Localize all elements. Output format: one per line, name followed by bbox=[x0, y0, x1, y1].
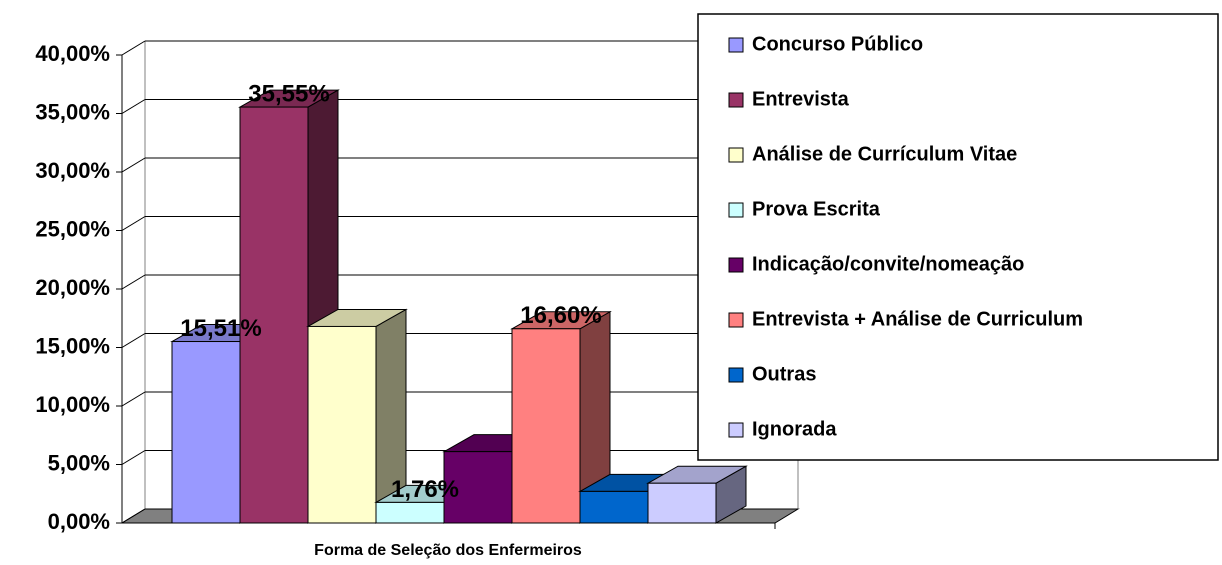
y-tick-label: 35,00% bbox=[35, 99, 110, 124]
legend-label: Concurso Público bbox=[752, 33, 923, 55]
legend-swatch bbox=[728, 92, 744, 108]
y-tick-label: 5,00% bbox=[48, 450, 110, 475]
grid-diagonal bbox=[121, 157, 146, 173]
data-label: 35,55% bbox=[248, 80, 329, 107]
bar bbox=[511, 328, 581, 524]
legend-swatch bbox=[728, 147, 744, 163]
legend-box bbox=[697, 13, 1219, 461]
bar bbox=[171, 341, 241, 524]
legend-swatch bbox=[728, 367, 744, 383]
data-label: 1,76% bbox=[391, 476, 459, 503]
legend-label: Entrevista + Análise de Curriculum bbox=[752, 308, 1083, 330]
legend-label: Prova Escrita bbox=[752, 198, 881, 220]
bar bbox=[647, 482, 717, 524]
grid-diagonal bbox=[121, 391, 146, 407]
legend-label: Indicação/convite/nomeação bbox=[752, 253, 1024, 275]
legend-swatch bbox=[728, 422, 744, 438]
y-tick-label: 10,00% bbox=[35, 392, 110, 417]
x-category-label: Forma de Seleção dos Enfermeiros bbox=[314, 542, 582, 559]
bar bbox=[307, 325, 377, 524]
bar bbox=[579, 490, 649, 524]
grid-diagonal bbox=[121, 274, 146, 290]
grid-diagonal bbox=[121, 450, 146, 465]
bar bbox=[375, 501, 445, 524]
legend-label: Análise de Currículum Vitae bbox=[752, 143, 1017, 165]
grid-diagonal bbox=[121, 333, 146, 348]
legend-label: Outras bbox=[752, 363, 816, 385]
legend-label: Entrevista bbox=[752, 88, 850, 110]
legend-swatch bbox=[728, 312, 744, 328]
grid-diagonal bbox=[121, 99, 146, 114]
y-tick-label: 30,00% bbox=[35, 158, 110, 183]
y-tick-label: 15,00% bbox=[35, 333, 110, 358]
grid-diagonal bbox=[121, 40, 146, 56]
bar bbox=[239, 106, 309, 524]
y-tick-label: 20,00% bbox=[35, 275, 110, 300]
bar bbox=[443, 451, 513, 524]
y-tick-label: 0,00% bbox=[48, 509, 110, 534]
legend-swatch bbox=[728, 257, 744, 273]
y-tick-label: 25,00% bbox=[35, 216, 110, 241]
data-label: 15,51% bbox=[180, 315, 261, 342]
grid-diagonal bbox=[121, 216, 146, 231]
data-label: 16,60% bbox=[520, 302, 601, 329]
grid-diagonal bbox=[121, 508, 146, 524]
legend-swatch bbox=[728, 37, 744, 53]
legend-label: Ignorada bbox=[752, 418, 837, 440]
y-tick-label: 40,00% bbox=[35, 41, 110, 66]
legend-swatch bbox=[728, 202, 744, 218]
